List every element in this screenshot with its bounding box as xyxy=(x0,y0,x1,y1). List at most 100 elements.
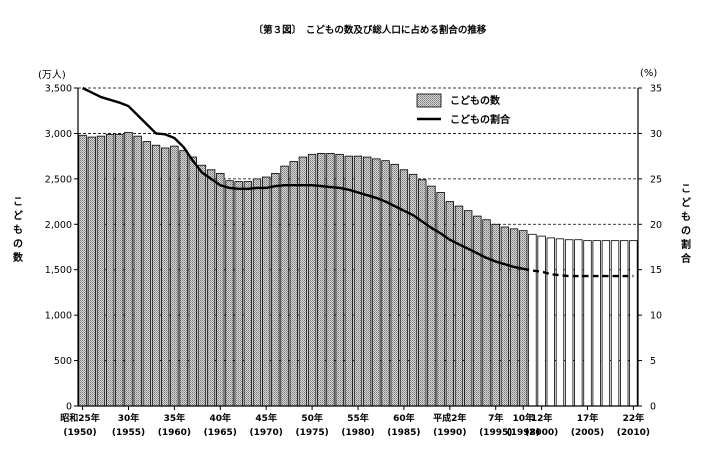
left-axis-label-char: ど xyxy=(13,209,23,222)
right-tick-label: 0 xyxy=(650,402,656,413)
left-tick-label: 3,500 xyxy=(45,84,72,95)
left-axis-label-char: 数 xyxy=(13,251,24,264)
x-tick-sublabel: (1975) xyxy=(295,428,328,438)
bar-actual xyxy=(262,176,271,407)
bar-actual xyxy=(399,169,409,407)
bar-actual xyxy=(271,173,280,407)
left-axis-label-char: の xyxy=(13,239,23,250)
x-tick-label: 30年 xyxy=(118,412,140,424)
x-tick-sublabel: (1960) xyxy=(158,428,191,438)
x-tick-sublabel: (1985) xyxy=(387,428,420,438)
x-tick-label: 12年 xyxy=(531,412,553,424)
bar-actual xyxy=(252,178,262,407)
x-tick-label: 7年 xyxy=(488,412,503,424)
right-tick-label: 35 xyxy=(650,84,662,95)
right-axis-label-char: も xyxy=(681,211,691,223)
bar-actual xyxy=(307,153,317,407)
bar-actual xyxy=(335,153,344,407)
bar-projected xyxy=(528,233,537,407)
x-axis-labels: 昭和25年 (1950) 30年 (1955) 35年 (1960) 40年 (1965) 45… xyxy=(60,406,650,438)
bar-actual xyxy=(509,228,519,407)
bar-actual xyxy=(418,179,427,407)
left-tick-label: 2,500 xyxy=(45,174,72,185)
x-tick-label: 35年 xyxy=(164,412,186,424)
bar-projected xyxy=(592,240,601,407)
bar-projected xyxy=(537,235,546,407)
legend-bar-swatch xyxy=(416,93,442,108)
x-tick-sublabel: (1970) xyxy=(250,428,283,438)
right-tick-label: 20 xyxy=(650,220,662,231)
x-tick-label: 40年 xyxy=(210,412,232,424)
bar-actual xyxy=(482,219,491,407)
bar-actual xyxy=(133,135,142,407)
x-tick-sublabel: (1950) xyxy=(63,428,96,438)
bar-projected xyxy=(583,240,592,407)
bar-actual xyxy=(317,153,326,407)
line-group xyxy=(82,86,634,278)
legend-bar-label: こどもの数 xyxy=(450,94,501,107)
bar-actual xyxy=(206,169,216,407)
right-axis-label-char: 割 xyxy=(681,238,691,251)
bar-actual xyxy=(225,180,234,407)
left-tick-label: 0 xyxy=(66,402,72,413)
x-tick-label: 17年 xyxy=(577,412,599,424)
x-tick-sublabel: (2010) xyxy=(617,428,650,438)
x-tick-sublabel: (1980) xyxy=(341,428,374,438)
x-tick-label: 平成2年 xyxy=(433,412,466,424)
bar-projected xyxy=(574,239,583,407)
bar-actual xyxy=(500,226,510,407)
right-axis-ticks: 0 5 10 15 20 25 30 35 xyxy=(638,84,662,413)
bar-actual xyxy=(142,141,152,407)
bar-actual xyxy=(491,223,500,407)
right-tick-label: 5 xyxy=(650,356,656,367)
bar-actual xyxy=(280,165,289,407)
right-axis-label-char: ど xyxy=(681,196,691,209)
bar-actual xyxy=(298,156,308,407)
right-tick-label: 15 xyxy=(650,265,662,276)
bar-actual xyxy=(326,153,335,407)
bar-actual xyxy=(454,205,464,407)
bar-actual xyxy=(445,201,454,407)
left-tick-label: 500 xyxy=(54,356,72,367)
legend: こどもの数 こどもの割合 xyxy=(416,93,511,126)
bar-actual xyxy=(216,173,225,407)
x-tick-sublabel: (1995) xyxy=(479,428,512,438)
bar-actual xyxy=(519,230,528,407)
bar-actual xyxy=(344,155,354,407)
bar-actual xyxy=(243,181,253,407)
bar-actual xyxy=(115,133,124,407)
bar-actual xyxy=(427,185,436,407)
bar-actual xyxy=(161,147,170,407)
right-tick-label: 30 xyxy=(650,129,662,140)
bar-projected xyxy=(620,240,629,407)
x-tick-label: 45年 xyxy=(255,412,277,424)
left-axis-unit: (万人) xyxy=(38,69,66,81)
bar-actual xyxy=(105,133,115,407)
left-tick-label: 1,500 xyxy=(45,265,72,276)
bar-projected xyxy=(629,240,638,407)
right-axis-unit: (%) xyxy=(640,68,657,79)
bar-actual xyxy=(96,135,106,407)
bar-actual xyxy=(188,156,197,407)
x-tick-sublabel: (1955) xyxy=(112,428,145,438)
x-tick-label: 50年 xyxy=(301,412,323,424)
left-axis-ticks: 0 500 1,000 1,500 2,000 2,500 3,000 3,500 xyxy=(45,84,78,413)
left-tick-label: 1,000 xyxy=(45,311,72,322)
x-tick-label: 60年 xyxy=(393,412,415,424)
bar-actual xyxy=(390,163,399,407)
bar-actual xyxy=(151,144,161,407)
share-line-projected xyxy=(523,267,634,278)
bar-actual xyxy=(463,210,473,407)
chart-title: 〔第３図〕 こどもの数及び総人口に占める割合の推移 xyxy=(254,24,487,36)
bar-projected xyxy=(555,238,565,407)
bar-actual xyxy=(197,164,207,407)
bar-actual xyxy=(179,150,188,407)
right-axis-label-char: こ xyxy=(681,184,691,195)
share-line-actual xyxy=(82,86,524,270)
right-tick-label: 25 xyxy=(650,174,662,185)
bar-projected xyxy=(546,237,555,407)
x-tick-label: 22年 xyxy=(623,412,645,424)
x-tick-sublabel: (2005) xyxy=(571,428,604,438)
x-tick-sublabel: (1965) xyxy=(204,428,237,438)
